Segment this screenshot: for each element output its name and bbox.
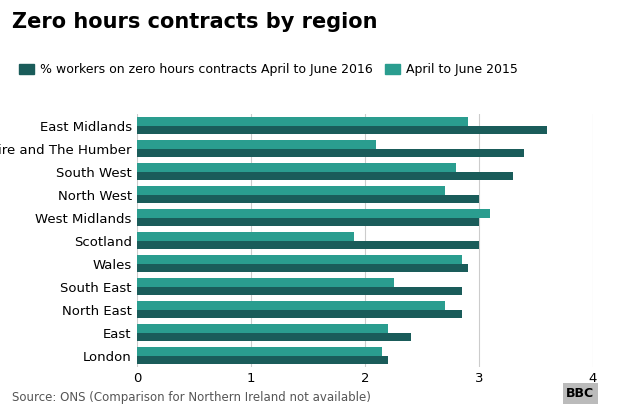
Bar	[137, 149, 524, 157]
Bar	[137, 218, 479, 226]
Legend: % workers on zero hours contracts April to June 2016, April to June 2015: % workers on zero hours contracts April …	[19, 63, 519, 76]
Bar	[137, 333, 411, 341]
Bar	[137, 126, 547, 135]
Bar	[137, 209, 490, 218]
Bar	[137, 163, 456, 172]
Bar	[137, 255, 462, 264]
Bar	[137, 356, 388, 364]
Bar	[137, 186, 445, 195]
Bar	[137, 232, 354, 241]
Bar	[137, 324, 388, 333]
Bar	[137, 241, 479, 249]
Text: Source: ONS (Comparison for Northern Ireland not available): Source: ONS (Comparison for Northern Ire…	[12, 391, 371, 404]
Text: BBC: BBC	[566, 387, 595, 400]
Bar	[137, 264, 467, 273]
Bar	[137, 301, 445, 310]
Bar	[137, 140, 376, 149]
Text: Zero hours contracts by region: Zero hours contracts by region	[12, 12, 378, 32]
Bar	[137, 347, 382, 356]
Bar	[137, 172, 513, 180]
Bar	[137, 195, 479, 204]
Bar	[137, 310, 462, 319]
Bar	[137, 278, 394, 287]
Bar	[137, 117, 467, 126]
Bar	[137, 287, 462, 295]
